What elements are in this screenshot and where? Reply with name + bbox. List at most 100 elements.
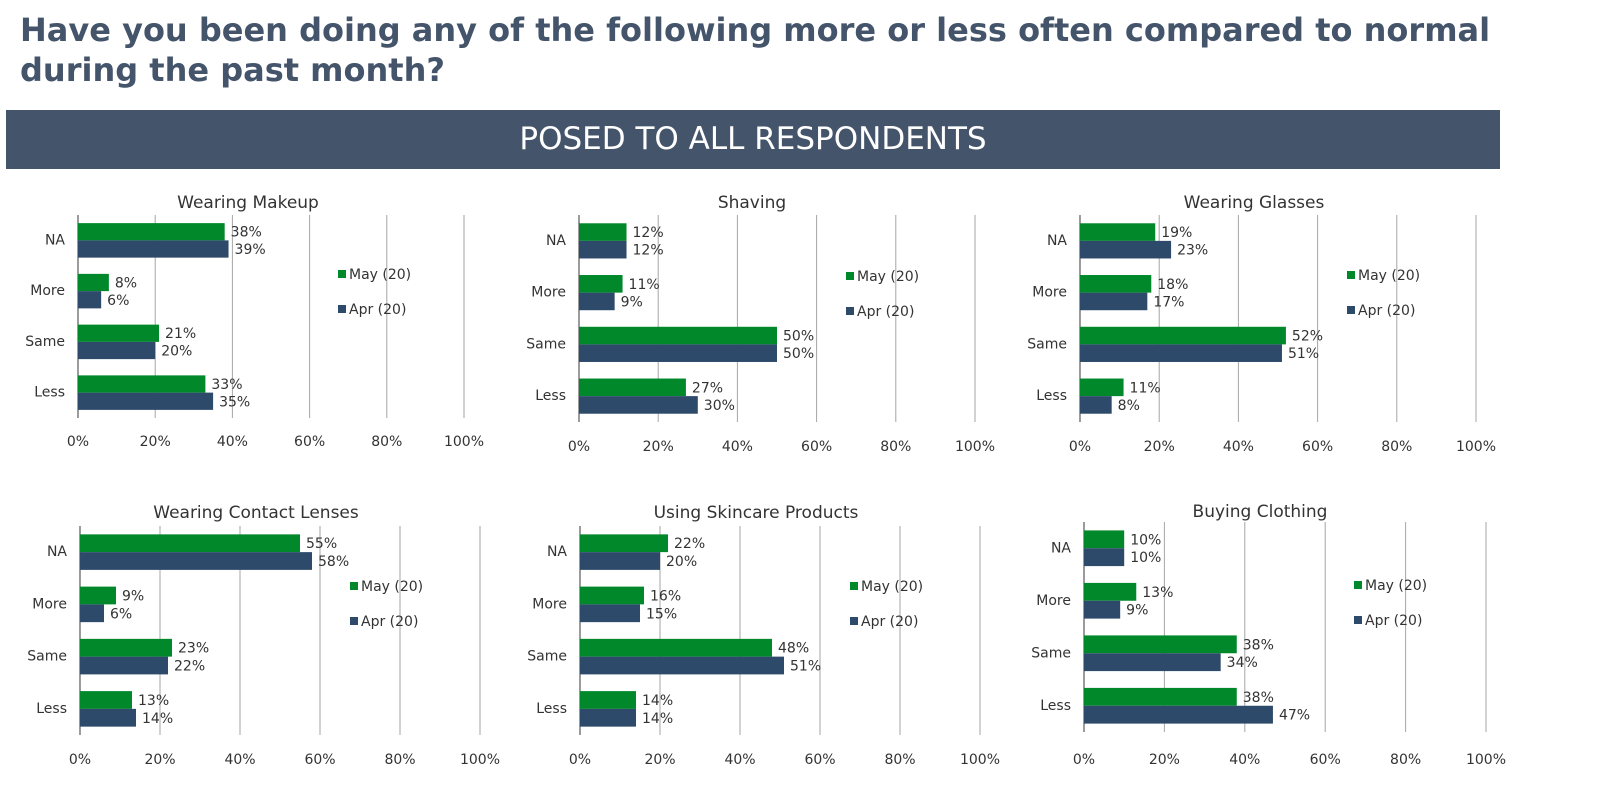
bar-may-20-na bbox=[1084, 530, 1125, 549]
data-label: 8% bbox=[1118, 398, 1140, 414]
x-tick-label: 0% bbox=[67, 434, 89, 450]
bar-apr-20-na bbox=[78, 240, 229, 258]
bar-may-20-less bbox=[1084, 687, 1237, 706]
data-label: 20% bbox=[161, 344, 192, 360]
data-label: 17% bbox=[1153, 294, 1184, 310]
x-tick-label: 100% bbox=[1456, 439, 1496, 455]
bar-may-20-na bbox=[80, 534, 300, 553]
bar-apr-20-more bbox=[579, 292, 615, 311]
legend-swatch-may-20 bbox=[850, 582, 858, 590]
bar-may-20-same bbox=[1080, 326, 1286, 345]
data-label: 21% bbox=[165, 326, 196, 342]
x-tick-label: 80% bbox=[371, 434, 402, 450]
legend-swatch-apr-20 bbox=[850, 617, 858, 625]
legend-swatch-may-20 bbox=[338, 270, 346, 278]
x-tick-label: 80% bbox=[880, 439, 911, 455]
x-tick-label: 60% bbox=[304, 752, 335, 768]
x-tick-label: 100% bbox=[460, 752, 500, 768]
bar-may-20-same bbox=[580, 638, 772, 657]
bar-apr-20-same bbox=[580, 656, 784, 675]
legend-swatch-apr-20 bbox=[1347, 306, 1355, 314]
bar-apr-20-more bbox=[80, 604, 104, 623]
data-label: 13% bbox=[1142, 585, 1173, 601]
x-tick-label: 20% bbox=[144, 752, 175, 768]
data-label: 22% bbox=[674, 536, 705, 552]
chart-title-buying-clothing: Buying Clothing bbox=[1193, 502, 1328, 522]
data-label: 47% bbox=[1279, 708, 1310, 724]
data-label: 15% bbox=[646, 606, 677, 622]
category-label-less: Less bbox=[536, 701, 567, 717]
bar-apr-20-same bbox=[1080, 344, 1282, 362]
category-label-less: Less bbox=[34, 385, 65, 401]
audience-banner: POSED TO ALL RESPONDENTS bbox=[6, 110, 1500, 169]
category-label-more: More bbox=[1032, 285, 1067, 301]
category-label-na: NA bbox=[45, 232, 65, 248]
bar-apr-20-na bbox=[80, 552, 312, 570]
data-label: 12% bbox=[633, 243, 664, 259]
data-label: 14% bbox=[642, 711, 673, 727]
legend-swatch-apr-20 bbox=[350, 617, 358, 625]
data-label: 35% bbox=[219, 394, 250, 410]
legend-label: Apr (20) bbox=[1358, 303, 1415, 319]
x-tick-label: 80% bbox=[1390, 752, 1421, 768]
bar-may-20-same bbox=[579, 326, 777, 345]
data-label: 18% bbox=[1157, 277, 1188, 293]
bar-apr-20-na bbox=[579, 240, 627, 259]
data-label: 11% bbox=[629, 277, 660, 293]
x-tick-label: 20% bbox=[140, 434, 171, 450]
category-label-same: Same bbox=[1027, 336, 1067, 352]
legend-label: May (20) bbox=[361, 579, 423, 595]
page-title: Have you been doing any of the following… bbox=[20, 11, 1491, 89]
bar-may-20-same bbox=[80, 638, 172, 657]
x-tick-label: 40% bbox=[1223, 439, 1254, 455]
legend-label: Apr (20) bbox=[361, 614, 418, 630]
category-label-more: More bbox=[532, 596, 567, 612]
legend-label: Apr (20) bbox=[1365, 613, 1422, 629]
bar-apr-20-more bbox=[78, 291, 102, 309]
data-label: 13% bbox=[138, 693, 169, 709]
bar-apr-20-less bbox=[1080, 396, 1112, 414]
x-tick-label: 20% bbox=[1144, 439, 1175, 455]
legend-label: May (20) bbox=[349, 267, 411, 283]
data-label: 38% bbox=[231, 225, 262, 241]
category-label-more: More bbox=[32, 596, 67, 612]
x-tick-label: 0% bbox=[568, 439, 590, 455]
data-label: 50% bbox=[783, 346, 814, 362]
data-label: 10% bbox=[1130, 550, 1161, 566]
x-tick-label: 100% bbox=[955, 439, 995, 455]
x-tick-label: 40% bbox=[724, 752, 755, 768]
category-label-same: Same bbox=[527, 649, 567, 665]
data-label: 33% bbox=[211, 377, 242, 393]
data-label: 9% bbox=[621, 294, 643, 310]
x-tick-label: 100% bbox=[1466, 752, 1506, 768]
data-label: 9% bbox=[1126, 603, 1148, 619]
x-tick-label: 40% bbox=[217, 434, 248, 450]
bar-apr-20-na bbox=[580, 552, 660, 570]
category-label-same: Same bbox=[1031, 645, 1071, 661]
bar-apr-20-na bbox=[1080, 240, 1172, 259]
bar-may-20-less bbox=[580, 691, 636, 709]
x-tick-label: 0% bbox=[569, 752, 591, 768]
data-label: 23% bbox=[178, 641, 209, 657]
data-label: 52% bbox=[1292, 329, 1323, 345]
bar-may-20-less bbox=[78, 375, 206, 393]
bar-apr-20-less bbox=[580, 708, 636, 727]
bar-may-20-same bbox=[1084, 635, 1237, 654]
bar-may-20-na bbox=[78, 223, 225, 241]
x-tick-label: 0% bbox=[69, 752, 91, 768]
legend-label: May (20) bbox=[861, 579, 923, 595]
bar-apr-20-more bbox=[580, 604, 640, 623]
legend-swatch-may-20 bbox=[1354, 581, 1362, 589]
bar-may-20-same bbox=[78, 324, 160, 342]
x-tick-label: 100% bbox=[444, 434, 484, 450]
category-label-na: NA bbox=[546, 233, 566, 249]
data-label: 9% bbox=[122, 588, 144, 604]
x-tick-label: 100% bbox=[960, 752, 1000, 768]
category-label-less: Less bbox=[1040, 698, 1071, 714]
legend-swatch-apr-20 bbox=[846, 307, 854, 315]
bar-apr-20-more bbox=[1080, 292, 1148, 311]
data-label: 14% bbox=[642, 693, 673, 709]
bar-may-20-less bbox=[1080, 378, 1124, 397]
bar-may-20-na bbox=[1080, 223, 1156, 241]
